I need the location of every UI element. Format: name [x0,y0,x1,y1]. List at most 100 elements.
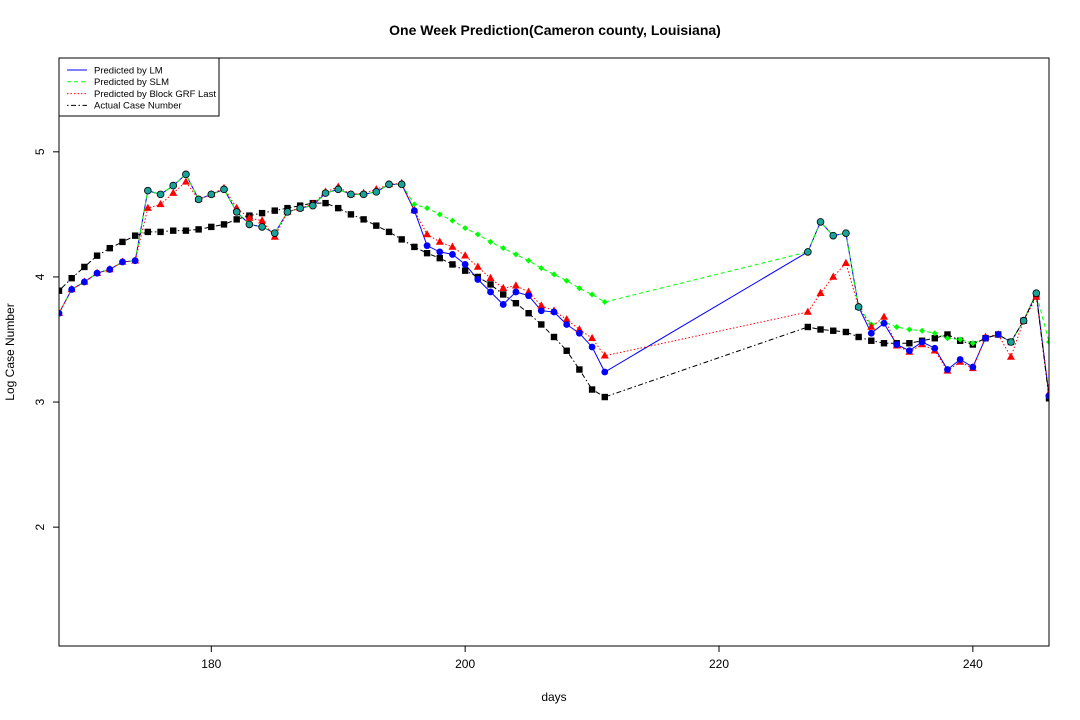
data-point-s2-7 [143,203,152,211]
data-point-overlap-10 [182,170,190,179]
data-point-s3-1 [68,274,75,282]
data-point-s2-49 [867,322,876,330]
data-point-s0-39 [550,308,558,316]
data-point-overlap-62 [1032,289,1041,298]
data-point-overlap-14 [232,208,241,216]
data-point-s0-37 [525,292,533,300]
data-point-s3-5 [119,238,126,246]
data-point-s3-21 [322,199,329,207]
data-point-s1-37 [525,257,532,264]
y-tick-label-0: 2 [33,523,47,530]
data-point-s3-37 [525,310,532,317]
data-point-overlap-61 [1019,316,1028,325]
data-point-s3-26 [385,228,393,236]
data-point-s1-35 [500,245,507,252]
data-point-s3-42 [588,386,596,393]
data-point-overlap-44 [804,248,812,256]
data-point-s0-36 [512,288,520,296]
data-point-s1-63 [1046,338,1049,345]
data-point-s0-52 [905,347,913,355]
data-point-s0-63 [1045,392,1049,400]
data-point-s0-54 [931,344,939,352]
data-point-overlap-11 [194,195,203,204]
data-point-s3-52 [906,340,913,347]
plot-area [59,170,1049,402]
legend-label-0: Predicted by LM [94,65,163,76]
data-point-s2-30 [435,237,444,245]
data-point-s3-30 [436,254,443,262]
data-point-s1-31 [449,217,456,224]
data-point-overlap-19 [296,204,304,212]
x-tick-label-3: 240 [963,657,983,671]
y-tick-label-2: 4 [33,273,47,280]
series-line-0 [59,173,1049,396]
data-point-s3-44 [804,323,812,331]
data-point-s1-55 [944,335,951,342]
data-point-s1-39 [551,271,557,278]
data-point-overlap-48 [854,303,863,311]
y-tick-label-3: 5 [33,148,47,155]
data-point-overlap-46 [829,231,838,240]
data-point-s0-30 [436,248,444,256]
data-point-s0-29 [423,242,431,250]
data-point-s3-14 [233,216,240,223]
data-point-s0-31 [449,251,456,258]
data-point-s3-16 [258,209,266,217]
data-point-s2-44 [803,307,812,315]
data-point-s1-34 [487,238,494,245]
data-point-s3-2 [81,263,88,271]
data-point-s0-33 [474,276,482,283]
data-point-s2-45 [816,288,825,296]
series-line-3 [59,202,1049,399]
data-point-s2-15 [245,213,254,221]
data-point-s3-12 [208,223,215,231]
data-point-s0-49 [867,329,875,337]
data-point-s3-9 [170,227,177,234]
data-point-s0-28 [410,207,418,215]
data-point-overlap-23 [347,190,355,199]
data-point-s2-42 [588,333,597,342]
data-point-s0-50 [880,319,888,327]
data-point-s2-9 [169,188,178,196]
data-point-s0-42 [588,343,596,351]
data-point-s2-33 [473,262,482,270]
data-point-overlap-18 [283,208,292,216]
legend-label-3: Actual Case Number [94,101,182,112]
data-point-overlap-17 [270,229,279,237]
data-point-s1-56 [957,336,964,343]
data-point-overlap-26 [385,180,393,189]
data-point-s3-10 [182,227,190,234]
data-point-s1-43 [601,298,608,305]
series-line-2 [59,181,1049,394]
data-point-s3-29 [423,249,431,257]
data-point-s0-43 [601,368,609,376]
data-point-s3-32 [461,267,469,274]
data-point-s3-4 [106,244,113,252]
data-point-s3-41 [576,366,583,373]
data-point-s2-35 [499,283,508,291]
data-point-s1-29 [424,205,431,212]
data-point-s0-59 [994,331,1002,338]
data-point-overlap-13 [220,185,228,194]
data-point-s0-35 [499,301,507,308]
x-tick-label-0: 180 [201,657,221,671]
y-tick-label-1: 3 [33,398,47,405]
data-point-s1-57 [969,340,976,347]
data-point-s2-46 [829,272,838,280]
plot-frame [58,57,1050,647]
data-point-overlap-8 [156,190,165,199]
data-point-s2-37 [524,287,533,295]
data-point-overlap-9 [169,181,178,190]
data-point-s2-41 [575,325,584,333]
series-line-1 [59,173,1049,344]
data-point-s0-1 [68,286,76,293]
data-point-s0-0 [59,309,63,317]
data-point-overlap-47 [842,229,850,237]
data-point-s3-43 [601,393,608,401]
data-point-s3-38 [538,321,545,328]
data-point-s2-32 [461,251,470,259]
data-point-s2-38 [537,301,546,309]
chart-title: One Week Prediction(Cameron county, Loui… [389,22,721,38]
